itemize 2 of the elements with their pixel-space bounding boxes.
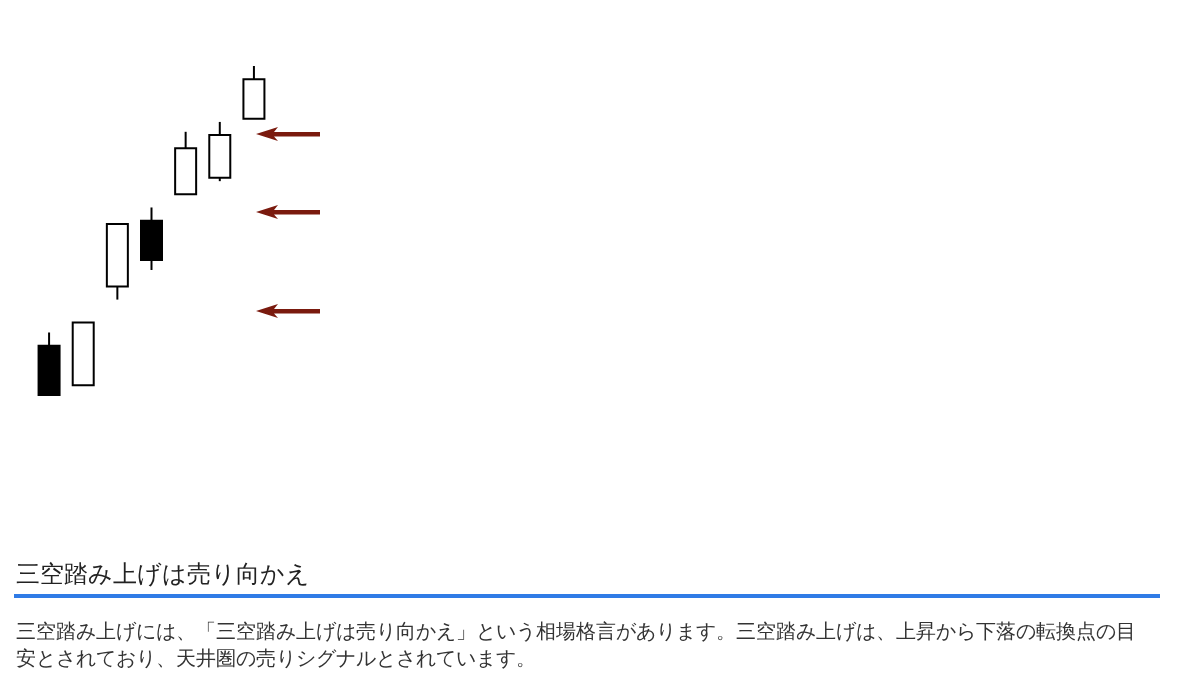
text: 三空踏み上げは売り向かえ: [16, 559, 310, 590]
text: 三空踏み上げには、「三空踏み上げは売り向かえ」という相場格言があります。三空踏み上げは、上昇から下落の転換点の目安とされており、天井圏の売りシグナルとされています。: [16, 618, 1137, 672]
